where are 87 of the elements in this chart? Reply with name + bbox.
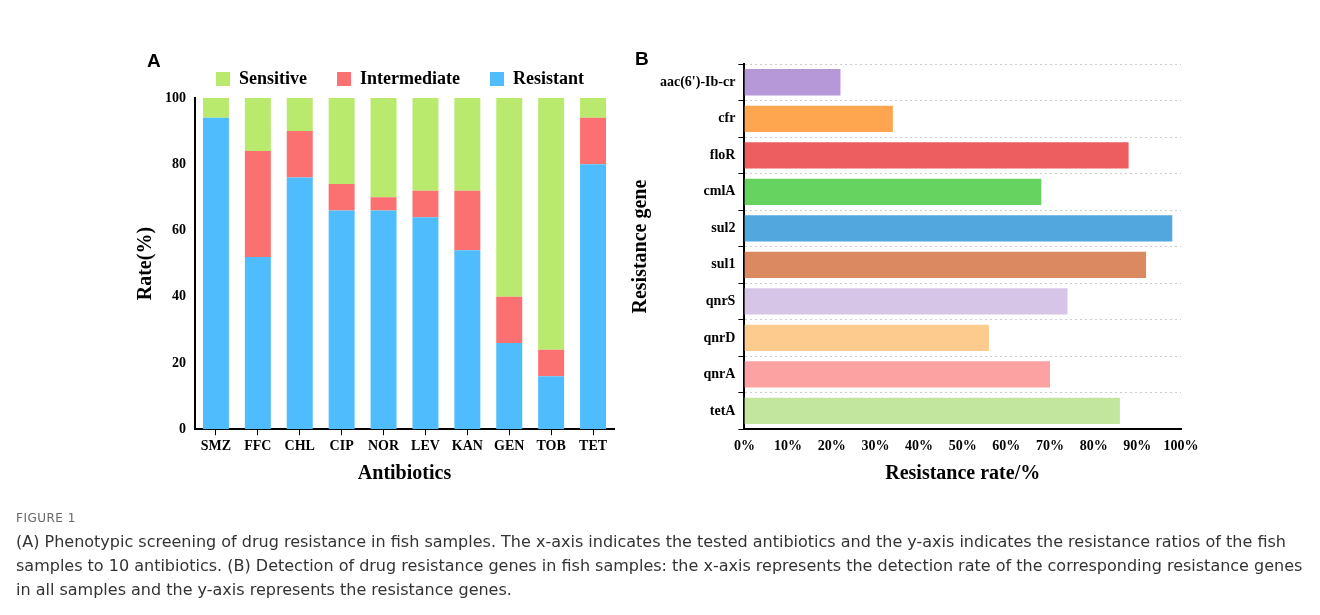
bar — [744, 324, 989, 352]
y-tick-label: aac(6')-Ib-cr — [659, 73, 736, 90]
bar — [496, 98, 523, 297]
x-tick-label: 40% — [905, 438, 934, 454]
y-tick-label: cmlA — [703, 183, 737, 199]
bar — [744, 215, 1173, 242]
x-tick-label: LEV — [411, 438, 440, 454]
bar — [744, 178, 1042, 205]
bar — [412, 217, 439, 430]
x-axis-title: Antibiotics — [357, 461, 452, 484]
y-tick-label: sul1 — [711, 256, 736, 272]
x-tick-label: 60% — [992, 438, 1021, 454]
y-tick-label: qnrA — [703, 366, 737, 382]
bar — [286, 177, 313, 430]
text: (A) Phenotypic screening of drug resistance in fish samples. The x-axis indicates the tested antibiotics and the y-axis indicates the resistance ratios of the fish samples to 10 antibiotics. (B) Detection of drug resistance genes in fish samples: the x-axis represents the detection rate of the corresponding resistance genes in all samples and the y-axis represents the resistance genes. — [16, 531, 1304, 601]
x-tick-label: 30% — [861, 438, 890, 454]
x-tick-label: 50% — [948, 438, 977, 454]
caption: FIGURE 1 — [16, 510, 77, 526]
bar — [286, 131, 313, 178]
y-axis-title: Resistance gene — [628, 179, 652, 314]
x-tick-label: 70% — [1036, 438, 1065, 454]
bar — [538, 376, 565, 430]
bar — [454, 250, 481, 430]
x-tick-label: CIP — [329, 438, 355, 454]
y-tick-label: 60 — [172, 222, 186, 238]
bar — [328, 98, 355, 185]
bar — [580, 98, 607, 118]
text: A — [147, 50, 161, 72]
y-tick-label: qnrD — [703, 329, 736, 345]
legend-label: Resistant — [513, 67, 585, 88]
x-tick-label: 20% — [817, 438, 846, 454]
x-tick-label: NOR — [367, 438, 400, 454]
bar — [744, 361, 1051, 388]
y-tick-label: 40 — [172, 288, 186, 304]
bar — [244, 98, 271, 151]
y-tick-label: qnrS — [705, 292, 736, 308]
bar — [412, 98, 439, 191]
x-tick-label: TOB — [536, 438, 566, 454]
bar — [744, 69, 841, 96]
y-tick-label: 80 — [172, 155, 186, 171]
x-tick-label: 0% — [733, 438, 755, 454]
bar — [744, 397, 1120, 425]
y-tick-label: floR — [709, 146, 737, 162]
x-tick-label: 100% — [1163, 438, 1199, 454]
bar — [244, 150, 271, 257]
bar — [370, 197, 397, 211]
x-tick-label: 10% — [774, 438, 803, 454]
bar — [744, 251, 1147, 279]
bar — [370, 210, 397, 430]
y-tick-label: 0 — [179, 420, 186, 436]
bar — [370, 98, 397, 198]
bar — [328, 210, 355, 430]
bar — [202, 117, 229, 430]
bar — [202, 98, 229, 118]
bar — [580, 164, 607, 430]
y-tick-label: tetA — [709, 402, 737, 418]
x-tick-label: 90% — [1123, 438, 1152, 454]
bar — [328, 184, 355, 211]
y-axis-title: Rate(%) — [133, 226, 157, 301]
bar — [286, 98, 313, 132]
legend-label: Sensitive — [239, 67, 308, 88]
bar — [744, 142, 1129, 169]
bar — [454, 98, 481, 191]
y-tick-label: cfr — [718, 110, 736, 126]
bar — [454, 190, 481, 251]
x-axis-title: Resistance rate/% — [885, 461, 1041, 484]
bar — [744, 105, 893, 132]
bar — [496, 296, 523, 344]
legend-label: Intermediate — [360, 67, 461, 88]
x-tick-label: SMZ — [200, 438, 232, 454]
x-tick-label: GEN — [494, 438, 525, 454]
y-tick-label: 100 — [165, 89, 186, 105]
text: B — [635, 48, 649, 70]
bar — [244, 256, 271, 430]
y-tick-label: sul2 — [711, 219, 736, 235]
bar — [496, 343, 523, 430]
y-tick-label: 20 — [172, 354, 186, 370]
x-tick-label: FFC — [244, 438, 272, 454]
bar — [412, 190, 439, 218]
bar — [538, 349, 565, 377]
x-tick-label: 80% — [1079, 438, 1108, 454]
x-tick-label: KAN — [451, 438, 483, 454]
x-tick-label: TET — [579, 438, 608, 454]
bar — [538, 98, 565, 350]
bar — [580, 117, 607, 165]
x-tick-label: CHL — [284, 438, 315, 454]
bar — [744, 288, 1068, 315]
